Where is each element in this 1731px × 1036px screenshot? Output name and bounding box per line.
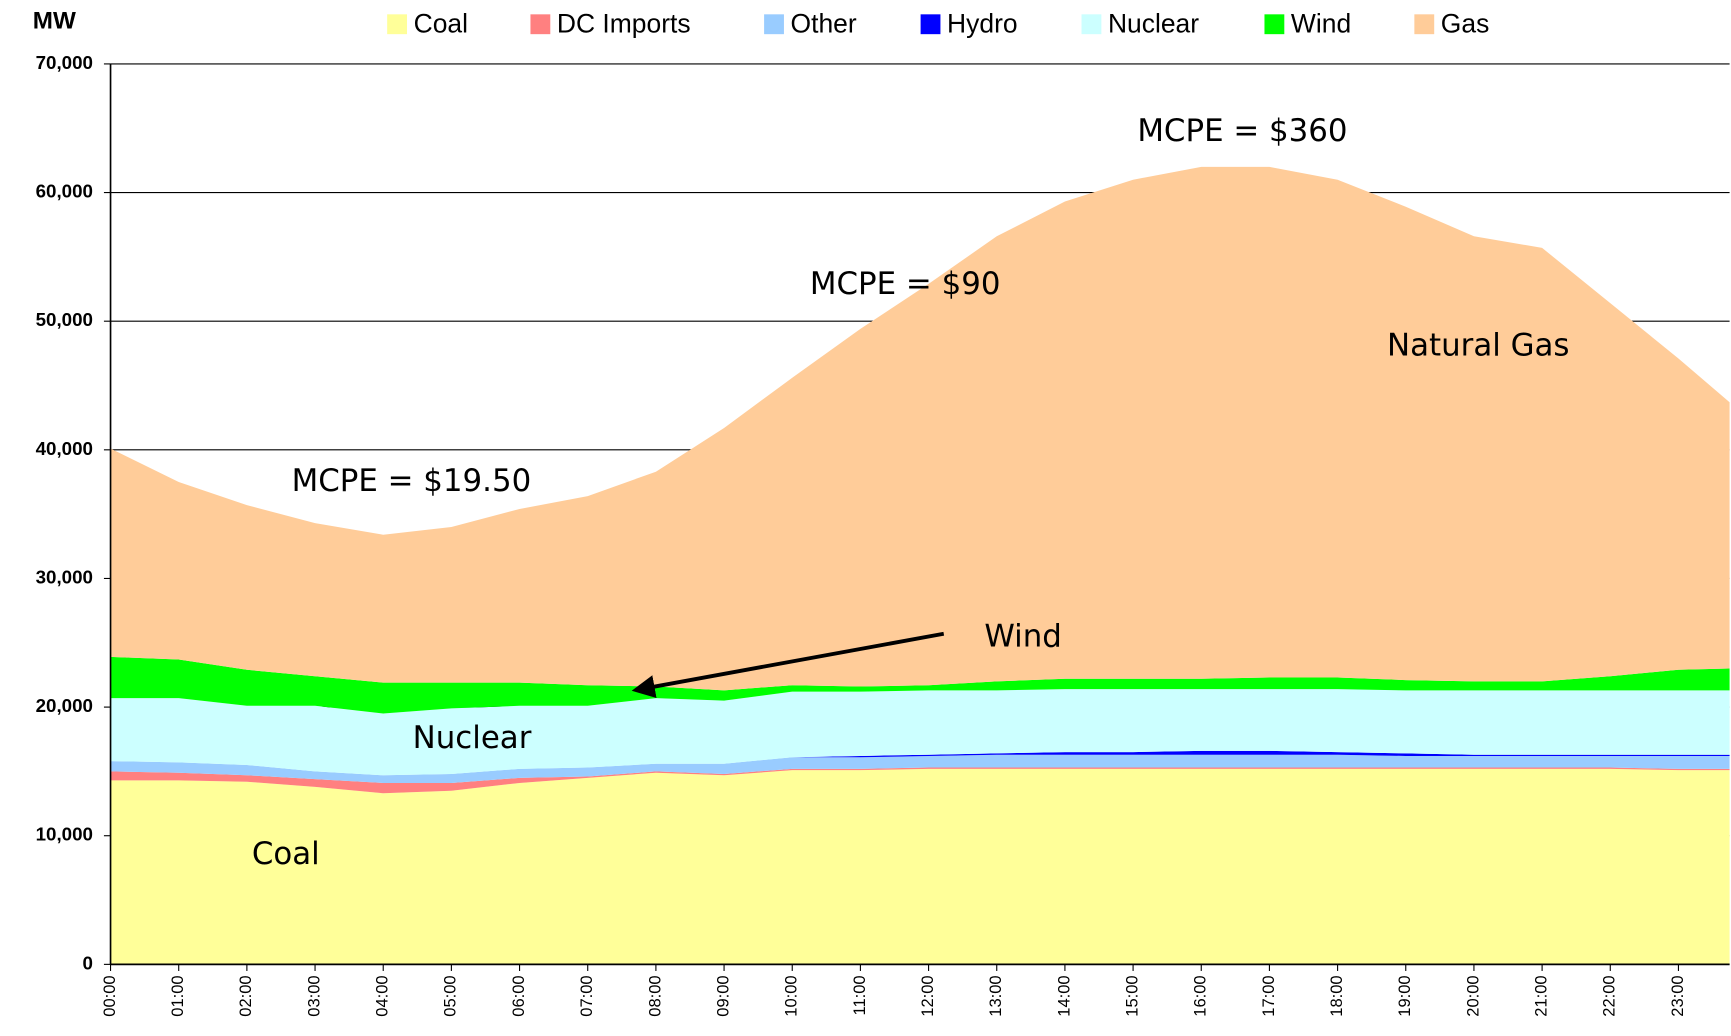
- legend-label: Other: [791, 8, 857, 38]
- legend-swatch: [387, 14, 408, 35]
- area: [110, 754, 1730, 783]
- legend-item: Wind: [1264, 8, 1351, 38]
- x-tick-label: 12:00: [918, 975, 937, 1016]
- x-tick-label: 06:00: [509, 975, 528, 1016]
- x-tick-label: 04:00: [373, 975, 392, 1016]
- annotation: Coal: [252, 836, 320, 872]
- axes: 0 10,000 20,000 30,000 40,000 50,000 60,000 70,…: [36, 52, 1730, 1017]
- y-tick-label: 70,000: [36, 52, 93, 73]
- x-tick-label: 17:00: [1259, 975, 1278, 1016]
- legend-item: Nuclear: [1081, 8, 1199, 38]
- legend-swatch: [1264, 14, 1285, 35]
- x-tick-label: 16:00: [1191, 975, 1210, 1016]
- y-tick-label: 20,000: [36, 695, 93, 716]
- y-tick-label: 10,000: [36, 824, 93, 845]
- x-tick-label: 07:00: [577, 975, 596, 1016]
- annotation: Natural Gas: [1387, 328, 1569, 364]
- legend-item: DC Imports: [530, 8, 691, 38]
- x-tick-label: 05:00: [441, 975, 460, 1016]
- x-tick-label: 10:00: [782, 975, 801, 1016]
- x-tick-label: 23:00: [1668, 975, 1687, 1016]
- x-tick-label: 19:00: [1395, 975, 1414, 1016]
- legend-item: Gas: [1414, 8, 1489, 38]
- annotation: Wind: [984, 619, 1062, 655]
- x-tick-label: 13:00: [986, 975, 1005, 1016]
- annotation: MCPE = $19.50: [292, 463, 532, 499]
- x-tick-label: 21:00: [1531, 975, 1550, 1016]
- legend-label: Nuclear: [1108, 8, 1199, 38]
- legend-swatch: [764, 14, 784, 35]
- y-tick-label: 30,000: [36, 566, 93, 587]
- x-tick-label: 08:00: [645, 975, 664, 1016]
- x-tick-label: 18:00: [1327, 975, 1346, 1016]
- legend-item: Hydro: [920, 8, 1018, 38]
- legend-label: DC Imports: [557, 8, 691, 38]
- annotation: MCPE = $90: [810, 266, 1001, 302]
- areas: [110, 166, 1730, 965]
- annotation: MCPE = $360: [1137, 113, 1347, 149]
- arrow: [631, 631, 945, 698]
- x-tick-label: 22:00: [1600, 975, 1619, 1016]
- x-tick-label: 20:00: [1463, 975, 1482, 1016]
- legend-item: Other: [764, 8, 857, 38]
- x-tick-label: 01:00: [168, 975, 187, 1016]
- legend-label: Hydro: [947, 8, 1018, 38]
- legend-label: Coal: [414, 8, 468, 38]
- annotation: Nuclear: [413, 720, 532, 756]
- legend-item: Coal: [387, 8, 468, 38]
- area: [110, 750, 1730, 776]
- x-tick-label: 09:00: [713, 975, 732, 1016]
- x-tick-label: 11:00: [850, 975, 869, 1015]
- legend-label: Gas: [1441, 8, 1489, 38]
- legend-swatch: [1414, 14, 1435, 35]
- legend-label: Wind: [1291, 8, 1351, 38]
- area: [110, 768, 1730, 965]
- x-tick-label: 15:00: [1122, 975, 1141, 1016]
- legend-swatch: [920, 14, 941, 35]
- area: [110, 656, 1730, 714]
- area: [110, 166, 1730, 691]
- x-tick-label: 00:00: [100, 975, 119, 1016]
- x-tick-label: 03:00: [304, 975, 323, 1016]
- y-axis-label: MW: [33, 7, 76, 34]
- x-tick-label: 02:00: [236, 975, 255, 1016]
- x-tick-label: 14:00: [1054, 975, 1073, 1016]
- y-tick-label: 60,000: [36, 181, 93, 202]
- y-tick-label: 40,000: [36, 438, 93, 459]
- legend-swatch: [530, 14, 551, 35]
- y-tick-label: 0: [82, 952, 92, 973]
- y-tick-label: 50,000: [36, 309, 93, 330]
- area: [110, 689, 1730, 776]
- legend-swatch: [1081, 14, 1102, 35]
